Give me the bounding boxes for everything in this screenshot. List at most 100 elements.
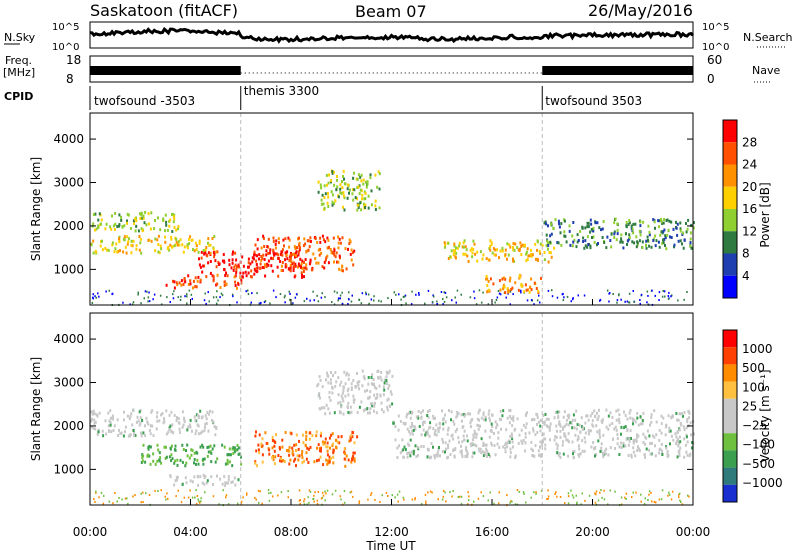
heatmap-cell — [472, 433, 475, 437]
heatmap-cell — [636, 241, 639, 245]
heatmap-cell — [643, 453, 646, 456]
scatter-cell — [533, 491, 535, 494]
heatmap-cell — [215, 426, 218, 429]
heatmap-cell — [486, 290, 489, 294]
heatmap-cell — [353, 457, 356, 461]
heatmap-cell — [165, 445, 167, 449]
heatmap-cell — [260, 246, 263, 250]
scatter-cell — [516, 489, 519, 491]
heatmap-cell — [347, 247, 349, 251]
heatmap-cell — [144, 460, 147, 464]
scatter-cell — [607, 503, 609, 506]
heatmap-cell — [223, 259, 225, 263]
heatmap-cell — [203, 476, 206, 480]
heatmap-cell — [597, 439, 600, 443]
scatter-cell — [231, 293, 234, 296]
heatmap-cell — [111, 214, 113, 218]
heatmap-cell — [158, 451, 161, 455]
heatmap-cell — [489, 248, 492, 252]
heatmap-cell — [277, 241, 280, 245]
heatmap-cell — [524, 449, 527, 453]
heatmap-cell — [344, 247, 347, 251]
heatmap-cell — [499, 409, 502, 413]
heatmap-cell — [422, 409, 424, 413]
heatmap-cell — [206, 254, 209, 258]
heatmap-cell — [171, 457, 174, 461]
heatmap-cell — [305, 267, 308, 271]
scatter-cell — [454, 296, 456, 299]
heatmap-cell — [688, 410, 691, 414]
heatmap-cell — [319, 240, 322, 244]
heatmap-cell — [93, 421, 96, 425]
heatmap-cell — [315, 430, 318, 434]
power-heatmap — [90, 113, 695, 306]
heatmap-cell — [212, 279, 215, 283]
heatmap-cell — [442, 422, 445, 426]
heatmap-cell — [338, 237, 341, 241]
heatmap-cell — [187, 425, 190, 429]
heatmap-cell — [669, 429, 672, 433]
scatter-cell — [373, 299, 375, 302]
heatmap-cell — [589, 218, 592, 222]
scatter-cell — [339, 294, 342, 297]
heatmap-cell — [132, 408, 135, 412]
heatmap-cell — [567, 423, 570, 427]
heatmap-cell — [342, 191, 345, 195]
scatter-cell — [640, 293, 643, 296]
heatmap-cell — [170, 430, 173, 434]
heatmap-cell — [260, 255, 263, 258]
heatmap-cell — [652, 218, 655, 222]
heatmap-cell — [681, 412, 684, 416]
heatmap-cell — [541, 421, 544, 424]
heatmap-cell — [213, 235, 216, 238]
heatmap-cell — [644, 455, 647, 459]
heatmap-cell — [217, 260, 220, 264]
scatter-cell — [373, 295, 375, 298]
heatmap-cell — [539, 242, 542, 246]
heatmap-cell — [178, 421, 181, 425]
heatmap-cell — [189, 418, 192, 422]
heatmap-cell — [127, 434, 130, 438]
heatmap-cell — [116, 250, 119, 254]
heatmap-cell — [194, 432, 197, 436]
heatmap-cell — [632, 446, 635, 450]
scatter-cell — [442, 298, 444, 301]
heatmap-cell — [647, 224, 650, 228]
heatmap-cell — [207, 412, 210, 416]
heatmap-cell — [219, 286, 222, 289]
scatter-cell — [646, 290, 649, 293]
heatmap-cell — [667, 414, 670, 418]
heatmap-cell — [593, 240, 596, 244]
heatmap-cell — [675, 442, 677, 446]
heatmap-cell — [685, 426, 688, 430]
heatmap-cell — [453, 242, 456, 246]
heatmap-cell — [295, 246, 298, 250]
heatmap-cell — [139, 217, 142, 220]
heatmap-cell — [611, 421, 614, 425]
scatter-cell — [563, 296, 565, 299]
heatmap-cell — [456, 246, 459, 250]
heatmap-cell — [357, 185, 360, 189]
heatmap-cell — [445, 447, 448, 451]
heatmap-cell — [173, 461, 176, 465]
heatmap-cell — [679, 440, 682, 444]
scatter-cell — [225, 496, 227, 499]
heatmap-cell — [351, 457, 354, 461]
heatmap-cell — [256, 238, 259, 242]
heatmap-cell — [254, 461, 257, 465]
heatmap-cell — [266, 245, 269, 249]
scatter-cell — [204, 491, 206, 494]
heatmap-cell — [297, 250, 300, 254]
heatmap-cell — [596, 221, 599, 225]
heatmap-cell — [472, 239, 475, 243]
heatmap-cell — [553, 438, 556, 442]
heatmap-cell — [123, 224, 126, 228]
heatmap-cell — [556, 444, 559, 448]
scatter-cell — [668, 491, 670, 494]
heatmap-cell — [281, 438, 284, 442]
heatmap-cell — [385, 370, 388, 374]
freq-label-2: [MHz] — [3, 66, 35, 79]
heatmap-cell — [158, 459, 161, 463]
heatmap-cell — [601, 418, 604, 422]
heatmap-cell — [365, 185, 368, 189]
